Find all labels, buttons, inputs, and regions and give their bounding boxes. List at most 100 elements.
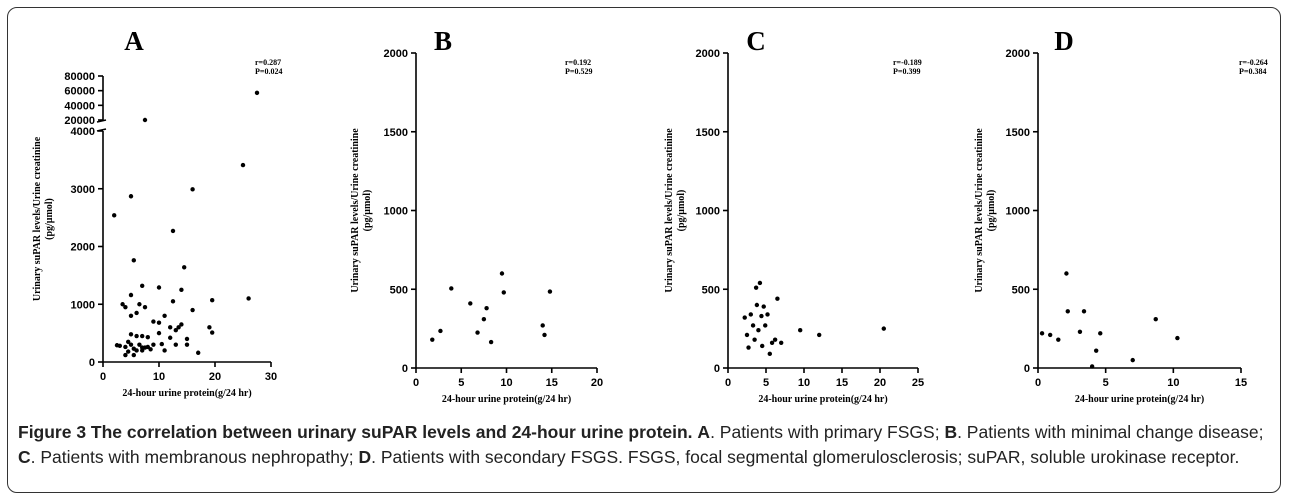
panel-b-x-tick-label: 20	[591, 377, 603, 389]
panel-d-ylabel: Urinary suPAR levels/Urine creatinine	[974, 128, 985, 293]
panel-c-y-tick-label: 500	[702, 284, 720, 296]
panel-c-point	[752, 337, 757, 342]
panel-a-point	[170, 299, 176, 304]
panel-a-point	[126, 339, 131, 344]
panel-d-x-tick-label: 15	[1235, 377, 1247, 389]
panel-c-point	[798, 328, 803, 333]
panel-c-x-tick-label: 5	[763, 377, 769, 389]
panel-a-point	[210, 330, 215, 335]
panel-a-point	[168, 325, 173, 330]
panel-d-stat-p: P=0.384	[1239, 67, 1266, 76]
panel-a-point	[156, 330, 162, 336]
panel-a-point	[179, 287, 184, 293]
panel-a-point	[131, 258, 136, 263]
panel-a-point	[140, 283, 145, 288]
panel-c-x-tick-label: 15	[836, 377, 848, 389]
panel-b-point	[488, 339, 494, 345]
panel-a-point	[117, 343, 123, 349]
panel-b-ylabel: Urinary suPAR levels/Urine creatinine	[350, 128, 361, 293]
panel-a-point	[190, 307, 195, 313]
panel-a-point	[134, 310, 139, 316]
panel-d-x-tick-label: 10	[1167, 377, 1179, 389]
panel-c-x-tick-label: 20	[874, 377, 886, 389]
panel-c-point	[760, 343, 765, 349]
panel-a-point	[210, 298, 215, 303]
panel-c-x-tick-label: 10	[798, 377, 810, 389]
panel-d-x-tick-label: 0	[1035, 377, 1041, 389]
panel-a-y-tick-label: 2000	[71, 242, 95, 254]
panel-a-x-tick-label: 10	[153, 371, 165, 383]
caption-label-d: D	[358, 447, 372, 467]
panel-c-point	[817, 332, 822, 338]
panel-a-point	[173, 328, 178, 333]
panel-c-y-tick-label: 2000	[696, 48, 720, 60]
panel-a-point	[140, 333, 145, 339]
figure-frame	[7, 7, 1281, 493]
panel-a-y-tick-label: 20000	[64, 115, 95, 127]
panel-a-point	[162, 348, 167, 353]
panel-a-point	[173, 342, 178, 347]
panel-b-point	[468, 301, 473, 306]
panel-b-point	[449, 286, 454, 291]
panel-b-ylabel-unit: (pg/μmol)	[362, 190, 373, 232]
panel-a-point	[128, 292, 134, 298]
panel-c-point	[742, 315, 747, 320]
panel-a-point	[162, 313, 167, 318]
panel-c-x-tick-label: 25	[912, 377, 924, 389]
panel-c-point	[748, 312, 753, 317]
panel-d-x-tick-label: 5	[1103, 377, 1109, 389]
panel-c-point	[772, 337, 778, 342]
panel-c-point	[754, 302, 760, 308]
panel-b-point	[501, 290, 506, 295]
panel-d-point	[1081, 309, 1087, 314]
panel-c-point	[779, 340, 784, 345]
panel-d-point	[1064, 271, 1069, 276]
panel-a-point	[123, 344, 128, 350]
caption-text-c: . Patients with membranous nephropathy;	[30, 447, 359, 467]
panel-b-point	[438, 328, 443, 334]
panel-a-point	[156, 320, 162, 325]
panel-d-stat-r: r=-0.264	[1239, 58, 1268, 67]
panel-a-point	[134, 333, 139, 339]
panel-a-point	[159, 341, 164, 347]
panel-b-point	[547, 289, 553, 294]
panel-a-point	[190, 187, 195, 192]
panel-c-label: C	[746, 26, 766, 56]
panel-a-point	[168, 335, 173, 340]
panel-c-point	[750, 323, 756, 328]
panel-b-point	[481, 316, 487, 322]
panel-a-label: A	[124, 26, 144, 56]
panel-a-point	[179, 322, 184, 327]
panel-d-y-tick-label: 500	[1012, 284, 1030, 296]
panel-c-x-tick-label: 0	[725, 377, 731, 389]
panel-a-y-tick-label: 60000	[64, 86, 95, 98]
panel-b-point	[542, 332, 547, 338]
panel-b-point	[430, 337, 435, 342]
panel-a-x-tick-label: 0	[100, 371, 106, 383]
caption-label-c: C	[18, 447, 31, 467]
panel-a-ylabel: Urinary suPAR levels/Urine creatinine	[32, 136, 43, 301]
panel-a-x-tick-label: 20	[209, 371, 221, 383]
panel-a-point	[151, 342, 156, 347]
panel-a-y-tick-label: 80000	[64, 71, 95, 83]
caption-title: Figure 3 The correlation between urinary…	[18, 422, 693, 442]
panel-b-stat-p: P=0.529	[565, 67, 592, 76]
panel-a-point	[137, 342, 142, 347]
panel-a-point	[128, 313, 134, 318]
panel-a-point	[112, 213, 117, 218]
panel-d-point	[1089, 364, 1095, 369]
panel-a-point	[128, 332, 134, 337]
panel-a-y-tick-label: 0	[89, 357, 95, 369]
panel-b-x-tick-label: 15	[546, 377, 558, 389]
panel-d-point	[1047, 332, 1053, 338]
panel-d-point	[1130, 357, 1135, 363]
panel-a-point	[142, 304, 148, 310]
panel-a-point	[134, 348, 139, 353]
panel-b-point	[540, 323, 545, 328]
panel-d-point	[1093, 348, 1099, 353]
panel-b-stat-r: r=0.192	[565, 58, 591, 67]
panel-b-x-tick-label: 0	[413, 377, 419, 389]
panel-a-ylabel-unit: (pg/μmol)	[44, 198, 55, 240]
panel-a-y-tick-label: 40000	[64, 100, 95, 112]
panel-a-point	[148, 347, 153, 352]
